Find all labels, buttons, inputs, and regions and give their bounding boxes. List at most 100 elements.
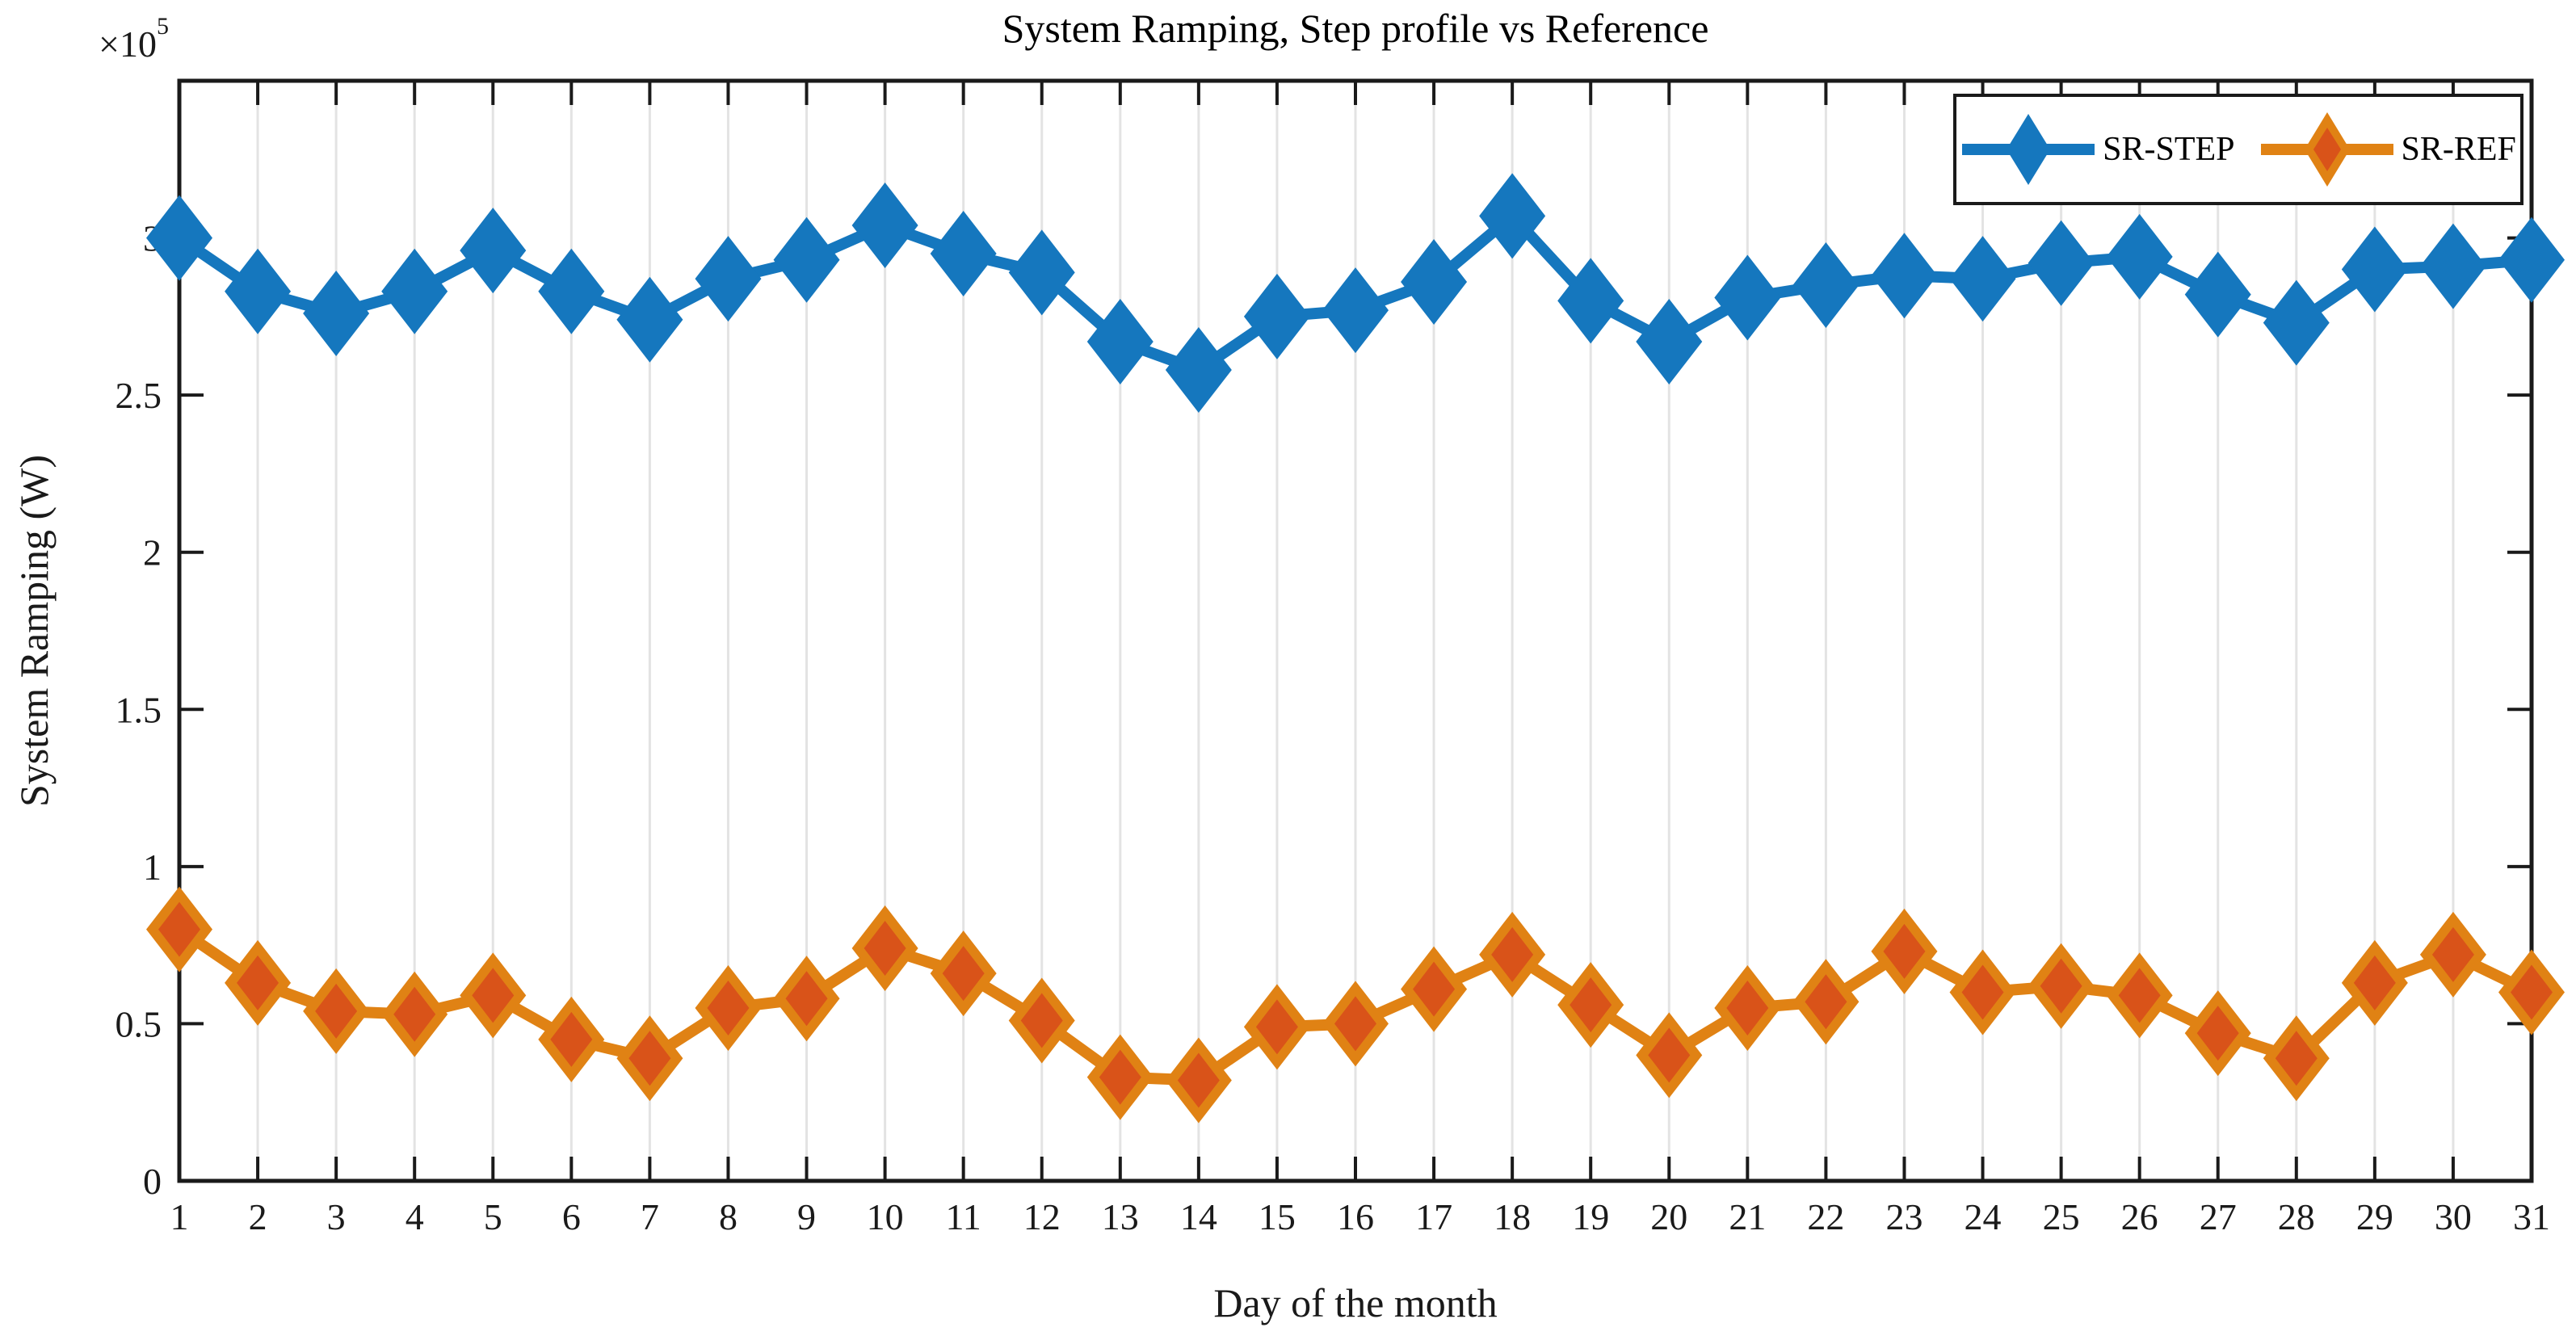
marker-face-sr-ref [785, 971, 828, 1027]
y-tick-label: 2.5 [116, 375, 162, 416]
marker-sr-step [2498, 216, 2565, 303]
marker-sr-step [1479, 173, 1546, 259]
x-tick-label: 14 [1180, 1196, 1217, 1237]
x-tick-label: 4 [406, 1196, 424, 1237]
x-tick-label: 15 [1259, 1196, 1296, 1237]
marker-face-sr-ref [1648, 1027, 1691, 1083]
x-axis-title: Day of the month [1213, 1280, 1498, 1325]
marker-sr-step [1165, 327, 1232, 414]
marker-face-sr-ref [628, 1031, 671, 1086]
y-tick-label: 0.5 [116, 1003, 162, 1044]
marker-sr-step [2341, 226, 2408, 313]
x-tick-label: 17 [1415, 1196, 1452, 1237]
x-tick-label: 31 [2513, 1196, 2550, 1237]
legend-item-sr-ref: SR-REF [2259, 101, 2516, 198]
legend: SR-STEP SR-REF [1953, 94, 2523, 205]
x-tick-label: 2 [249, 1196, 267, 1237]
marker-sr-step [460, 208, 527, 294]
marker-sr-step [1401, 239, 1468, 326]
x-tick-label: 10 [867, 1196, 904, 1237]
chart-title: System Ramping, Step profile vs Referenc… [1002, 6, 1709, 51]
y-axis-exponent-label: ×105 [99, 13, 169, 65]
marker-sr-step [695, 236, 762, 322]
marker-face-sr-ref [707, 980, 750, 1035]
x-tick-label: 9 [797, 1196, 816, 1237]
x-tick-label: 5 [484, 1196, 502, 1237]
marker-face-sr-ref [2353, 955, 2396, 1010]
marker-sr-step [1871, 233, 1938, 319]
marker-sr-step [1949, 236, 2016, 322]
marker-face-sr-ref [550, 1011, 593, 1067]
marker-face-sr-ref [393, 986, 436, 1042]
x-tick-label: 21 [1729, 1196, 1766, 1237]
marker-sr-step [1714, 254, 1781, 341]
marker-sr-step [2184, 251, 2251, 338]
marker-sr-step [2263, 279, 2330, 366]
marker-sr-step [225, 248, 292, 334]
marker-face-sr-ref [942, 946, 985, 1002]
marker-face-sr-ref [2511, 964, 2553, 1020]
marker-sr-step [1243, 273, 1310, 359]
marker-sr-step [2419, 223, 2486, 309]
x-tick-label: 18 [1494, 1196, 1531, 1237]
marker-sr-step [381, 248, 448, 334]
marker-sr-step [1792, 242, 1860, 328]
sr-ref-legend-marker-icon [2260, 112, 2393, 187]
y-tick-label: 1.5 [116, 689, 162, 730]
exponent-power: 5 [156, 13, 169, 40]
x-tick-label: 20 [1650, 1196, 1687, 1237]
x-tick-label: 26 [2121, 1196, 2158, 1237]
marker-sr-step [303, 270, 370, 356]
sr-step-legend-marker-icon [1962, 114, 2095, 185]
marker-sr-step [1636, 298, 1703, 384]
marker-face-sr-ref [1334, 996, 1376, 1052]
x-tick-label: 23 [1885, 1196, 1923, 1237]
x-tick-label: 7 [641, 1196, 659, 1237]
x-tick-label: 28 [2278, 1196, 2315, 1237]
marker-sr-step [851, 183, 918, 269]
marker-face-sr-ref [1726, 980, 1769, 1035]
marker-face-sr-ref [2040, 958, 2082, 1014]
x-tick-label: 1 [170, 1196, 189, 1237]
x-tick-label: 22 [1807, 1196, 1844, 1237]
marker-face-sr-ref [2431, 926, 2474, 982]
marker-face-sr-ref [1020, 993, 1063, 1048]
marker-sr-step [930, 211, 997, 297]
marker-face-sr-ref [864, 921, 906, 977]
marker-sr-step [616, 276, 683, 363]
x-tick-label: 11 [946, 1196, 981, 1237]
y-axis-title: System Ramping (W) [11, 454, 57, 808]
marker-sr-step [1557, 258, 1624, 344]
x-tick-label: 13 [1102, 1196, 1139, 1237]
marker-face-sr-ref [315, 983, 358, 1039]
exponent-prefix: ×10 [99, 23, 157, 65]
marker-sr-step [146, 195, 212, 281]
marker-sr-step [1322, 267, 1389, 354]
marker-face-sr-ref [1413, 961, 1456, 1017]
marker-face-sr-ref [1255, 999, 1298, 1055]
marker-sr-step [538, 248, 605, 334]
marker-face-sr-ref [1177, 1052, 1220, 1108]
x-tick-label: 8 [719, 1196, 738, 1237]
marker-face-sr-ref [1961, 964, 2004, 1020]
x-tick-label: 16 [1337, 1196, 1374, 1237]
marker-sr-step [2028, 220, 2095, 306]
x-tick-label: 19 [1572, 1196, 1609, 1237]
marker-face-sr-ref [2118, 968, 2161, 1023]
y-tick-label: 2 [143, 532, 162, 573]
legend-label-sr-ref: SR-REF [2401, 131, 2516, 168]
marker-face-sr-ref [1570, 977, 1612, 1033]
marker-face-sr-ref [1883, 923, 1926, 979]
legend-item-sr-step: SR-STEP [1960, 101, 2235, 198]
x-tick-label: 29 [2356, 1196, 2393, 1237]
marker-face-sr-ref [2196, 1006, 2239, 1061]
x-tick-label: 27 [2200, 1196, 2237, 1237]
marker-face-sr-ref [1805, 974, 1847, 1030]
marker-sr-step [2106, 213, 2173, 300]
marker-face-sr-ref [158, 901, 200, 957]
marker-face-sr-ref [1491, 926, 1534, 982]
x-tick-label: 6 [562, 1196, 581, 1237]
x-tick-label: 25 [2043, 1196, 2080, 1237]
